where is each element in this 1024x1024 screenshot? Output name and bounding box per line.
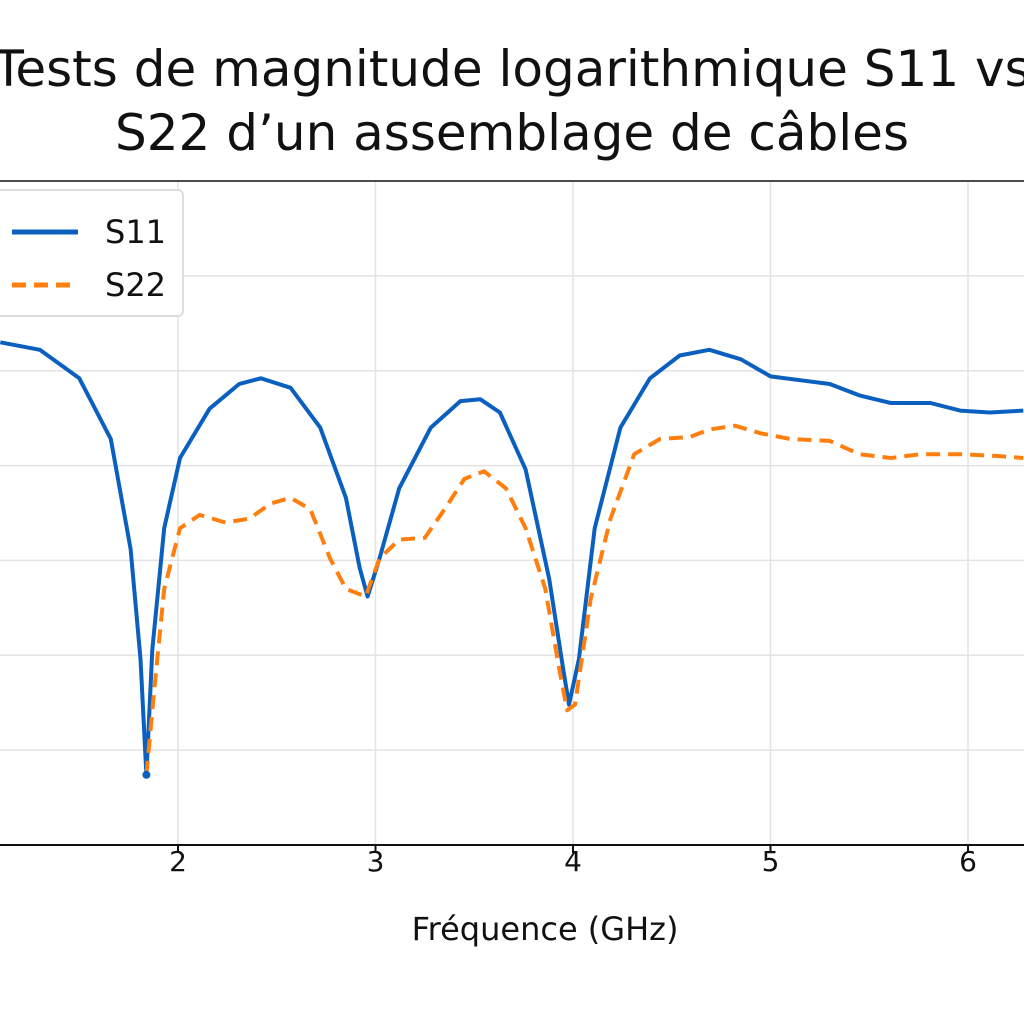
x-tick-label: 5: [762, 845, 780, 878]
s11-min-marker: [142, 770, 151, 779]
x-tick-label: 3: [367, 845, 385, 878]
x-tick-label: 6: [959, 845, 977, 878]
series-line-s11: [0, 340, 1024, 777]
x-tick-label: 2: [169, 845, 187, 878]
x-tick-label: 4: [564, 845, 582, 878]
series-line-s22: [144, 423, 1024, 775]
x-axis-label: Fréquence (GHz): [411, 910, 679, 948]
legend-label-s11: S11: [105, 213, 166, 251]
chart-title-line-1: Tests de magnitude logarithmique S11 vs: [0, 40, 1024, 98]
legend-label-s22: S22: [105, 266, 166, 304]
chart-title-line-2: S22 d’un assemblage de câbles: [115, 104, 909, 162]
